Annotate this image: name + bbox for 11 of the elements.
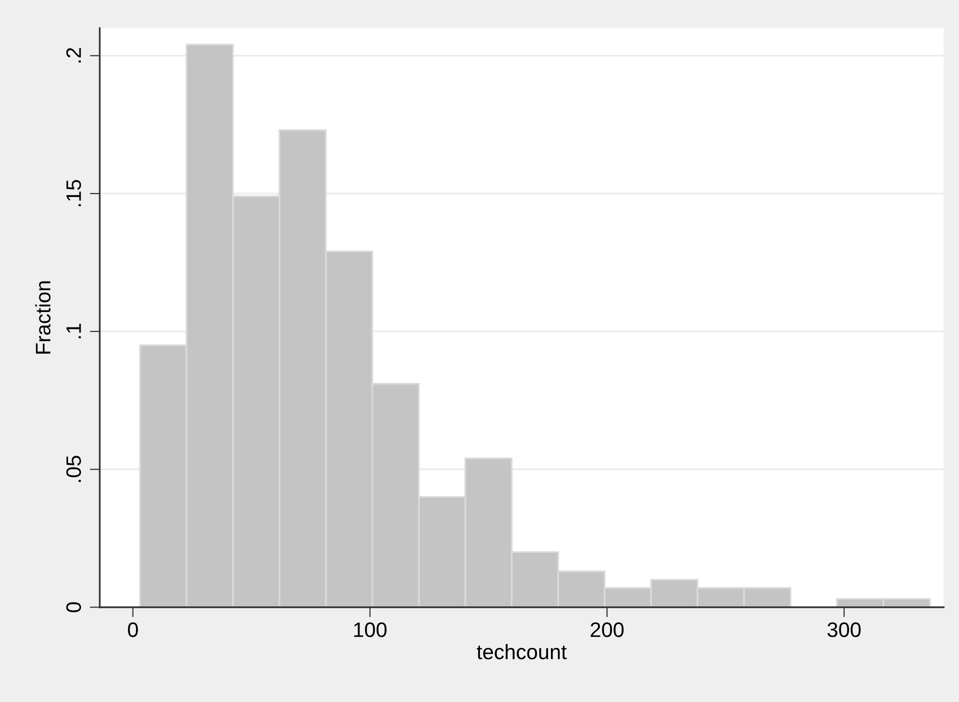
x-tick-label: 0 [128, 622, 138, 638]
y-tick-label: .2 [66, 48, 81, 62]
y-axis-title: Fraction [35, 281, 51, 354]
x-tick-label: 100 [354, 622, 387, 638]
x-tick-label: 200 [590, 622, 624, 638]
x-tick-label: 300 [828, 622, 861, 638]
y-tick-label: .1 [66, 324, 81, 338]
y-tick-label: 0 [66, 602, 82, 612]
y-tick-label: .05 [66, 456, 82, 482]
x-axis-title: techcount [476, 644, 567, 660]
y-tick-label: .15 [66, 180, 82, 206]
